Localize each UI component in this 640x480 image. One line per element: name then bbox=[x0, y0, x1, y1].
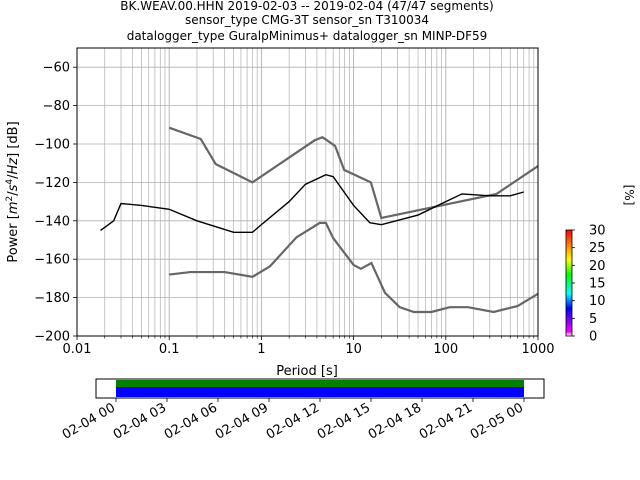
coverage-tick-label: 02-04 15 bbox=[315, 400, 373, 442]
coverage-bar-top bbox=[116, 380, 524, 387]
y-axis-label: Power [m2/s4/Hz] [dB] bbox=[5, 121, 21, 262]
x-tick-label: 0.1 bbox=[159, 342, 180, 357]
colorbar-tick-label: 5 bbox=[589, 312, 597, 327]
mode-line bbox=[100, 173, 524, 234]
x-tick-label: 100 bbox=[433, 342, 458, 357]
coverage-tick-label: 02-04 21 bbox=[417, 400, 475, 442]
noise-model-high-line bbox=[168, 126, 538, 220]
chart-title-line-3: datalogger_type GuralpMinimus+ datalogge… bbox=[127, 29, 488, 43]
y-tick-label: −180 bbox=[34, 291, 70, 306]
y-ticks: −200 −180 −160 −140 −120 −100 −80 −60 bbox=[34, 61, 77, 345]
noise-model-low-line bbox=[169, 221, 538, 314]
chart-title-line-1: BK.WEAV.00.HHN 2019-02-03 -- 2019-02-04 … bbox=[120, 0, 493, 13]
x-tick-label: 1000 bbox=[521, 342, 554, 357]
coverage-bar-bottom bbox=[116, 387, 524, 397]
plot-frame bbox=[76, 47, 539, 337]
colorbar-tick-label: 25 bbox=[589, 241, 606, 256]
model-lines bbox=[100, 126, 538, 314]
colorbar: 0 5 10 15 20 25 30 [%] bbox=[565, 185, 636, 345]
colorbar-tick-label: 15 bbox=[589, 277, 606, 292]
y-tick-label: −140 bbox=[34, 214, 70, 229]
colorbar-ticks: 0 5 10 15 20 25 30 bbox=[572, 224, 606, 345]
x-tick-label: 10 bbox=[345, 342, 362, 357]
y-tick-label: −80 bbox=[43, 99, 70, 114]
colorbar-tick-label: 0 bbox=[589, 330, 597, 345]
coverage-tick-label: 02-05 00 bbox=[468, 400, 526, 442]
colorbar-tick-label: 30 bbox=[589, 224, 606, 239]
coverage-tick-label: 02-04 09 bbox=[213, 400, 271, 442]
coverage-tick-label: 02-04 00 bbox=[60, 400, 118, 442]
y-tick-label: −60 bbox=[43, 61, 70, 76]
colorbar-label: [%] bbox=[622, 185, 636, 206]
coverage-tick-label: 02-04 06 bbox=[162, 400, 220, 442]
ppsd-plot: 0.01 0.1 1 10 100 1000 −200 −180 −160 −140 −120 −1… bbox=[34, 47, 555, 357]
y-tick-label: −100 bbox=[34, 138, 70, 153]
colorbar-tick-label: 20 bbox=[589, 259, 606, 274]
coverage-tick-label: 02-04 12 bbox=[264, 400, 322, 442]
x-tick-label: 1 bbox=[257, 342, 265, 357]
colorbar-gradient bbox=[565, 229, 573, 337]
chart-title-line-2: sensor_type CMG-3T sensor_sn T310034 bbox=[185, 13, 429, 27]
coverage-tick-label: 02-04 18 bbox=[366, 400, 424, 442]
x-tick-label: 0.01 bbox=[63, 342, 92, 357]
x-ticks: 0.01 0.1 1 10 100 1000 bbox=[63, 336, 555, 357]
y-tick-label: −120 bbox=[34, 176, 70, 191]
y-tick-label: −200 bbox=[34, 330, 70, 345]
coverage-tick-label: 02-04 03 bbox=[111, 400, 169, 442]
colorbar-tick-label: 10 bbox=[589, 294, 606, 309]
x-axis-label: Period [s] bbox=[276, 364, 338, 379]
y-tick-label: −160 bbox=[34, 253, 70, 268]
grid bbox=[76, 48, 538, 337]
